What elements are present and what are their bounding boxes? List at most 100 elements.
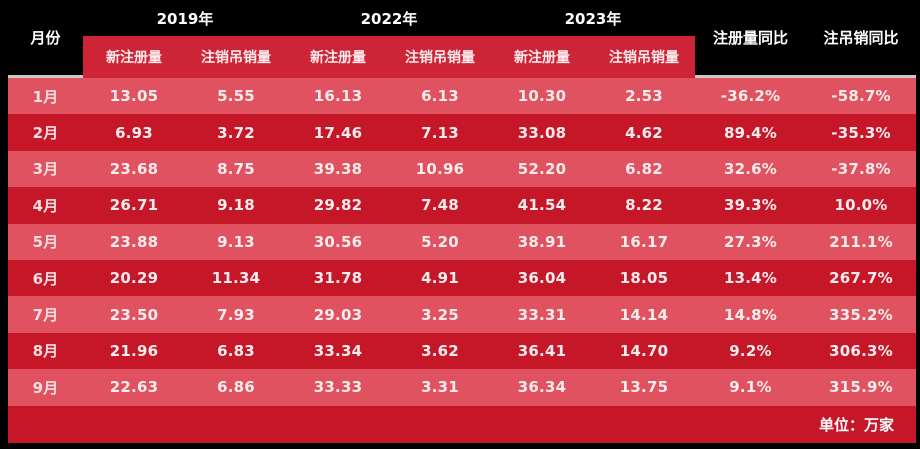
value-cell: -37.8% (831, 159, 891, 178)
value-cell: 5.20 (421, 232, 459, 251)
value-cell: 16.17 (619, 232, 669, 251)
table-body: 1月 13.05 5.55 16.13 6.13 10.30 2.53 -36.2% -58.7… (0, 78, 920, 406)
value-cell: 23.88 (109, 232, 159, 251)
month-cell: 7月 (32, 306, 59, 325)
value-cell: 39.38 (313, 159, 363, 178)
value-cell: 2.53 (625, 87, 663, 106)
value-cell: 6.83 (217, 341, 255, 360)
value-cell: 9.13 (217, 232, 255, 251)
value-cell: 31.78 (313, 269, 363, 288)
value-cell: 39.3% (723, 196, 778, 215)
value-cell: 335.2% (829, 305, 893, 324)
table-header: 月份 2019年 2022年 2023年 新注册量 注销吊销量 新注册量 注销吊… (8, 0, 916, 78)
value-cell: 14.8% (723, 305, 778, 324)
table-row: 2月 6.93 3.72 17.46 7.13 33.08 4.62 89.4% -35.3% (8, 114, 916, 151)
value-cell: 7.48 (421, 196, 459, 215)
month-cell: 5月 (32, 233, 59, 252)
value-cell: 21.96 (109, 341, 159, 360)
value-cell: 4.62 (625, 123, 663, 142)
value-cell: 306.3% (829, 341, 893, 360)
value-cell: 20.29 (109, 269, 159, 288)
value-cell: 10.0% (834, 196, 888, 215)
value-cell: 11.34 (211, 269, 261, 288)
month-cell: 4月 (32, 196, 59, 215)
year-header-2023: 2023年 (491, 0, 695, 36)
yoy-cancellation-header: 注吊销同比 (806, 0, 916, 78)
value-cell: 23.50 (109, 305, 159, 324)
subheader-2022-new: 新注册量 (287, 36, 389, 78)
value-cell: 26.71 (109, 196, 159, 215)
table-row: 8月 21.96 6.83 33.34 3.62 36.41 14.70 9.2% 306.3% (8, 332, 916, 370)
value-cell: 41.54 (517, 196, 567, 215)
value-cell: 14.70 (619, 341, 669, 360)
value-cell: 52.20 (517, 159, 567, 178)
month-cell: 8月 (32, 342, 59, 361)
year-header-2019: 2019年 (83, 0, 287, 36)
subheader-2023-cancel: 注销吊销量 (593, 36, 695, 78)
month-cell: 6月 (32, 269, 59, 288)
value-cell: 38.91 (517, 232, 567, 251)
table-row: 5月 23.88 9.13 30.56 5.20 38.91 16.17 27.3% 211.1… (8, 223, 916, 260)
month-cell: 2月 (32, 124, 59, 143)
value-cell: 4.91 (421, 269, 459, 288)
value-cell: 6.86 (217, 378, 255, 397)
value-cell: 27.3% (723, 232, 778, 251)
month-cell: 3月 (32, 160, 59, 179)
table-row: 1月 13.05 5.55 16.13 6.13 10.30 2.53 -36.2% -58.7… (8, 78, 916, 115)
value-cell: -36.2% (720, 87, 781, 106)
subheader-2023-new: 新注册量 (491, 36, 593, 78)
value-cell: 10.30 (517, 87, 567, 106)
value-cell: 211.1% (829, 232, 893, 251)
value-cell: 9.1% (729, 378, 772, 397)
subheader-2019-cancel: 注销吊销量 (185, 36, 287, 78)
value-cell: 3.72 (217, 123, 255, 142)
value-cell: 18.05 (619, 269, 669, 288)
value-cell: 33.34 (313, 341, 363, 360)
value-cell: 7.93 (217, 305, 255, 324)
table-row: 3月 23.68 8.75 39.38 10.96 52.20 6.82 32.6% -37.8… (8, 150, 916, 188)
unit-note: 单位：万家 (818, 415, 894, 434)
value-cell: 8.75 (217, 159, 255, 178)
table-row: 6月 20.29 11.34 31.78 4.91 36.04 18.05 13.4% 267.… (8, 259, 916, 297)
value-cell: 9.2% (729, 341, 772, 360)
value-cell: 8.22 (625, 196, 663, 215)
value-cell: 315.9% (829, 378, 893, 397)
value-cell: 6.93 (115, 123, 153, 142)
value-cell: -35.3% (831, 123, 891, 142)
value-cell: 10.96 (415, 159, 465, 178)
value-cell: 36.41 (517, 341, 567, 360)
value-cell: 89.4% (723, 123, 778, 142)
value-cell: 6.82 (625, 159, 663, 178)
yoy-registration-header: 注册量同比 (695, 0, 806, 78)
value-cell: 29.82 (313, 196, 363, 215)
value-cell: 32.6% (723, 159, 778, 178)
value-cell: 36.04 (517, 269, 567, 288)
subheader-2019-new: 新注册量 (83, 36, 185, 78)
value-cell: 3.62 (421, 341, 459, 360)
footer-bar: 单位：万家 (8, 405, 916, 443)
month-cell: 9月 (32, 378, 59, 397)
value-cell: 3.31 (421, 378, 459, 397)
value-cell: 17.46 (313, 123, 363, 142)
value-cell: 30.56 (313, 232, 363, 251)
value-cell: 36.34 (517, 378, 567, 397)
value-cell: 33.08 (517, 123, 567, 142)
year-header-2022: 2022年 (287, 0, 491, 36)
value-cell: 5.55 (217, 87, 255, 106)
value-cell: 22.63 (109, 378, 159, 397)
value-cell: 267.7% (829, 269, 893, 288)
value-cell: 13.05 (109, 87, 159, 106)
value-cell: 16.13 (313, 87, 363, 106)
value-cell: 9.18 (217, 196, 255, 215)
table-row: 7月 23.50 7.93 29.03 3.25 33.31 14.14 14.8% 335.2… (8, 296, 916, 333)
value-cell: 3.25 (421, 305, 459, 324)
value-cell: 13.75 (619, 378, 669, 397)
subheader-2022-cancel: 注销吊销量 (389, 36, 491, 78)
value-cell: -58.7% (831, 87, 891, 106)
value-cell: 6.13 (421, 87, 459, 106)
table-row: 9月 22.63 6.86 33.33 3.31 36.34 13.75 9.1% 315.9% (8, 369, 916, 406)
table-row: 4月 26.71 9.18 29.82 7.48 41.54 8.22 39.3% 10.0% (8, 187, 916, 224)
value-cell: 33.31 (517, 305, 567, 324)
value-cell: 23.68 (109, 159, 159, 178)
